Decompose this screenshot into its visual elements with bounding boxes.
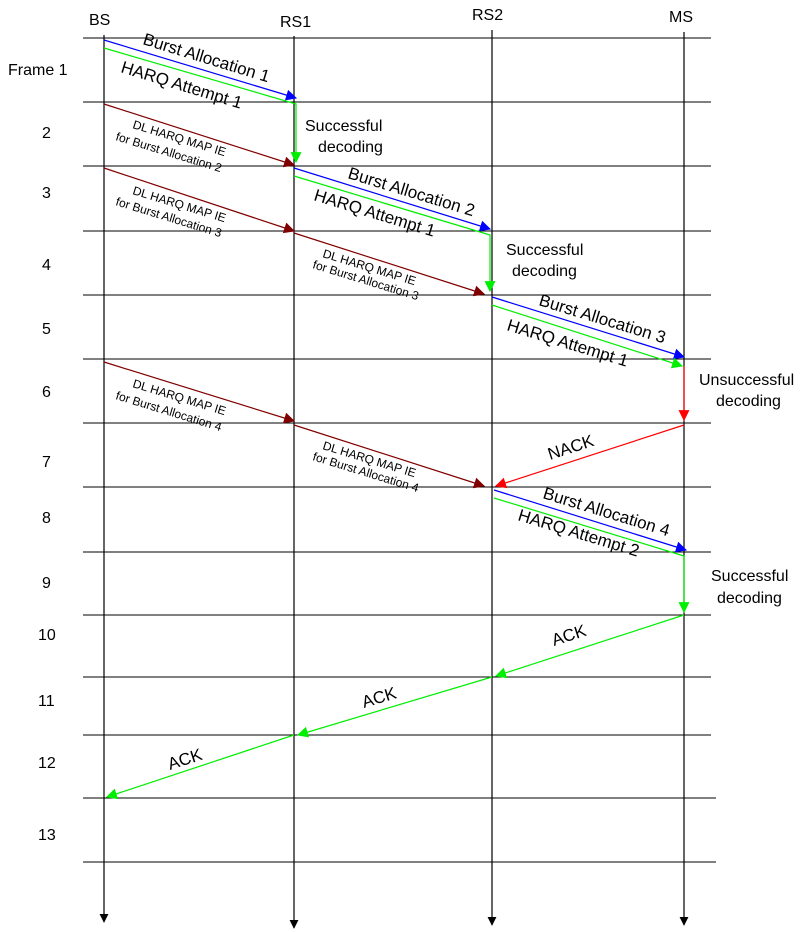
burst-allocation-1-arrow [103, 39, 298, 101]
frame-boundaries [83, 37, 716, 863]
entity-label-ms: MS [669, 9, 693, 26]
map-ie-burst-3-bs-arrow [103, 167, 296, 234]
decoding-note-4-line1: Successful [711, 568, 788, 585]
frame-label: 5 [42, 321, 51, 338]
map-ie-burst-4-bs-arrow [103, 361, 296, 424]
ack-ms-to-rs2-label: ACK [549, 621, 589, 650]
map-ie-burst-2-arrow [103, 103, 296, 168]
entity-label-rs2: RS2 [472, 7, 503, 24]
burst-allocation-4-arrow [493, 489, 688, 553]
frame-label: 12 [38, 755, 56, 772]
entity-label-rs1: RS1 [280, 14, 311, 31]
frame-labels: Frame 1 2 3 4 5 6 7 8 9 10 11 12 13 [8, 62, 68, 844]
burst-allocation-2-arrow [293, 167, 492, 232]
decoding-note-3-line2: decoding [716, 393, 781, 410]
harq-attempt-1-rs2-arrow [491, 304, 684, 369]
ack-rs1-to-bs-label: ACK [165, 745, 205, 774]
frame-label: Frame 1 [8, 62, 68, 79]
decoding-note-2-line1: Successful [506, 242, 583, 259]
entity-label-bs: BS [89, 12, 110, 29]
decoding-note-1-line2: decoding [318, 139, 383, 156]
nack-label: NACK [545, 431, 596, 464]
frame-label: 6 [42, 384, 51, 401]
frame-label: 4 [42, 257, 51, 274]
ack-rs2-to-rs1-arrow [296, 676, 493, 738]
frame-label: 11 [38, 693, 55, 710]
harq-attempt-1-rs1-arrow [293, 175, 496, 293]
decoding-note-2-line2: decoding [512, 263, 577, 280]
map-ie-burst-3-rs1-arrow [293, 232, 486, 297]
frame-label: 9 [42, 575, 51, 592]
ack-rs1-to-bs-arrow [105, 734, 295, 800]
ack-ms-to-rs2-arrow [494, 614, 685, 679]
ack-rs2-to-rs1-label: ACK [360, 683, 400, 712]
harq-attempt-1-arrow [103, 47, 302, 164]
burst-allocation-3-arrow [491, 296, 686, 360]
frame-label: 8 [42, 510, 51, 527]
nack-arrow [494, 424, 685, 489]
lifelines [99, 30, 689, 929]
frame-label: 13 [38, 827, 56, 844]
decoding-note-1-line1: Successful [305, 118, 382, 135]
decoding-note-4-line2: decoding [717, 590, 782, 607]
frame-label: 3 [42, 185, 51, 202]
harq-attempt-2-arrow [493, 497, 690, 614]
frame-label: 10 [38, 627, 56, 644]
frame-label: 7 [42, 454, 51, 471]
decoding-note-3-line1: Unsuccessful [699, 372, 794, 389]
map-ie-burst-4-rs1-arrow [293, 424, 486, 489]
frame-label: 2 [42, 125, 51, 142]
